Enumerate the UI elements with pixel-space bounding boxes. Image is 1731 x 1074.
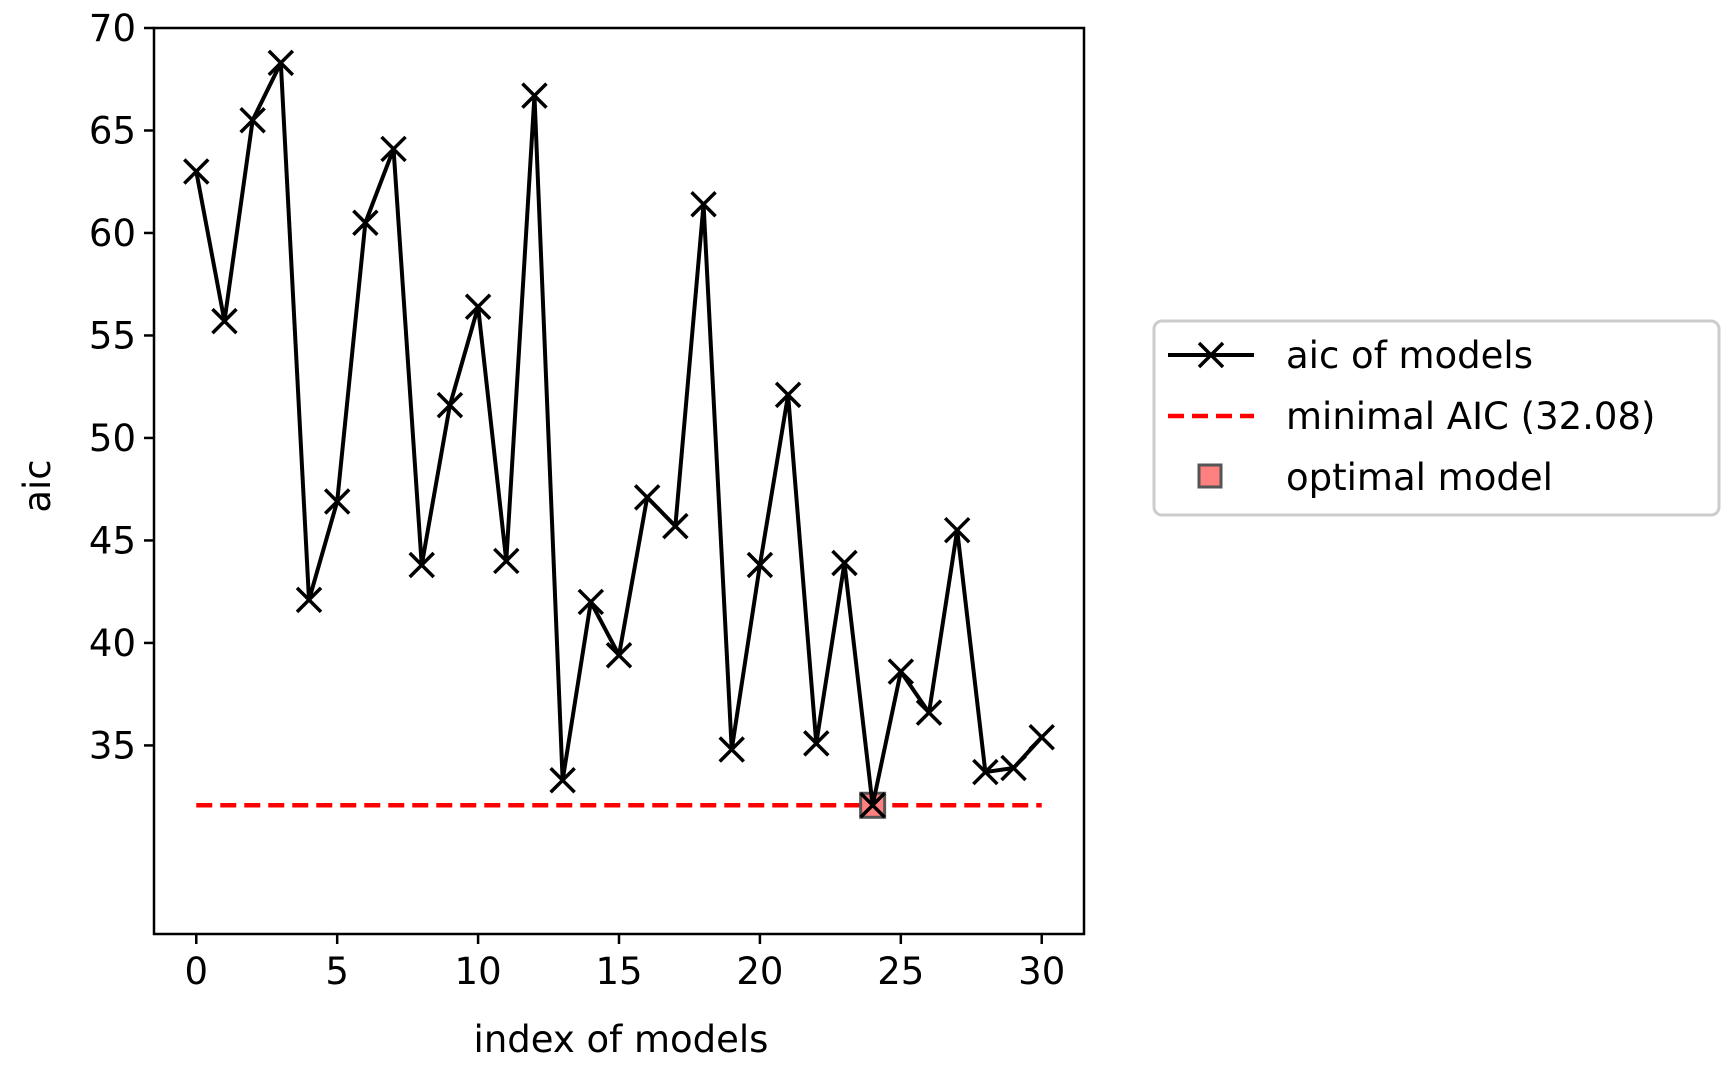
aic-point-marker <box>267 49 295 77</box>
aic-series-line <box>194 60 1044 808</box>
aic-point-marker <box>774 381 802 409</box>
x-axis-label: index of models <box>474 1018 769 1061</box>
aic-point-marker <box>408 551 435 579</box>
y-tick-label: 55 <box>89 314 136 357</box>
aic-point-marker <box>211 307 238 335</box>
aic-point-marker <box>493 547 520 575</box>
aic-point-marker <box>915 699 943 726</box>
x-axis: 0 5 10 15 20 25 30 <box>184 934 1065 993</box>
y-tick-label: 45 <box>89 519 136 562</box>
legend-swatch-optimal-marker <box>1197 463 1223 489</box>
x-tick-label: 25 <box>877 950 924 993</box>
aic-point-marker <box>323 488 351 515</box>
aic-point-marker <box>436 391 464 419</box>
aic-point-marker <box>633 484 661 511</box>
aic-point-marker <box>295 586 323 614</box>
aic-point-marker <box>549 767 576 794</box>
legend-frame <box>1152 319 1721 517</box>
legend: aic of models minimal AIC (32.08) optima… <box>1152 319 1721 517</box>
legend-label-minimal: minimal AIC (32.08) <box>1286 395 1655 438</box>
aic-point-marker <box>662 512 689 540</box>
x-tick-label: 15 <box>595 950 642 993</box>
plot-area <box>152 26 1086 936</box>
aic-point-marker <box>859 792 886 819</box>
aic-point-marker <box>1028 723 1055 751</box>
aic-point-marker <box>746 551 774 579</box>
y-tick-label: 60 <box>89 212 136 255</box>
x-tick-label: 10 <box>455 950 502 993</box>
aic-point-marker <box>605 641 633 669</box>
aic-point-marker <box>887 658 915 685</box>
aic-point-marker <box>943 516 971 544</box>
legend-entry-aic: aic of models <box>1168 334 1533 377</box>
aic-point-marker <box>972 758 999 786</box>
x-tick-label: 20 <box>736 950 783 993</box>
aic-point-marker <box>352 209 379 236</box>
legend-entry-optimal: optimal model <box>1197 456 1553 499</box>
aic-point-marker <box>831 549 858 577</box>
aic-point-marker <box>718 736 745 763</box>
y-axis-label: aic <box>16 459 59 512</box>
y-tick-label: 40 <box>89 622 136 665</box>
y-axis: 35 40 45 50 55 60 65 70 <box>89 7 154 767</box>
aic-point-marker <box>803 730 830 757</box>
aic-point-marker <box>690 191 717 218</box>
aic-point-marker <box>239 107 266 134</box>
y-tick-label: 35 <box>89 724 136 767</box>
aic-point-marker <box>1000 754 1027 782</box>
aic-point-marker <box>380 135 407 163</box>
legend-label-aic: aic of models <box>1286 334 1533 377</box>
y-tick-label: 70 <box>89 7 136 50</box>
plot-frame <box>152 26 1086 936</box>
x-tick-label: 30 <box>1018 950 1065 993</box>
x-tick-label: 0 <box>184 950 208 993</box>
legend-swatch-aic-marker <box>1197 341 1225 369</box>
legend-entry-minimal: minimal AIC (32.08) <box>1168 395 1655 438</box>
aic-point-marker <box>521 82 548 109</box>
aic-point-marker <box>183 158 210 185</box>
y-tick-label: 50 <box>89 417 136 460</box>
y-tick-label: 65 <box>89 109 136 152</box>
aic-point-marker <box>577 588 605 616</box>
x-tick-label: 5 <box>325 950 349 993</box>
legend-label-optimal: optimal model <box>1286 456 1553 499</box>
aic-point-marker <box>464 293 492 321</box>
